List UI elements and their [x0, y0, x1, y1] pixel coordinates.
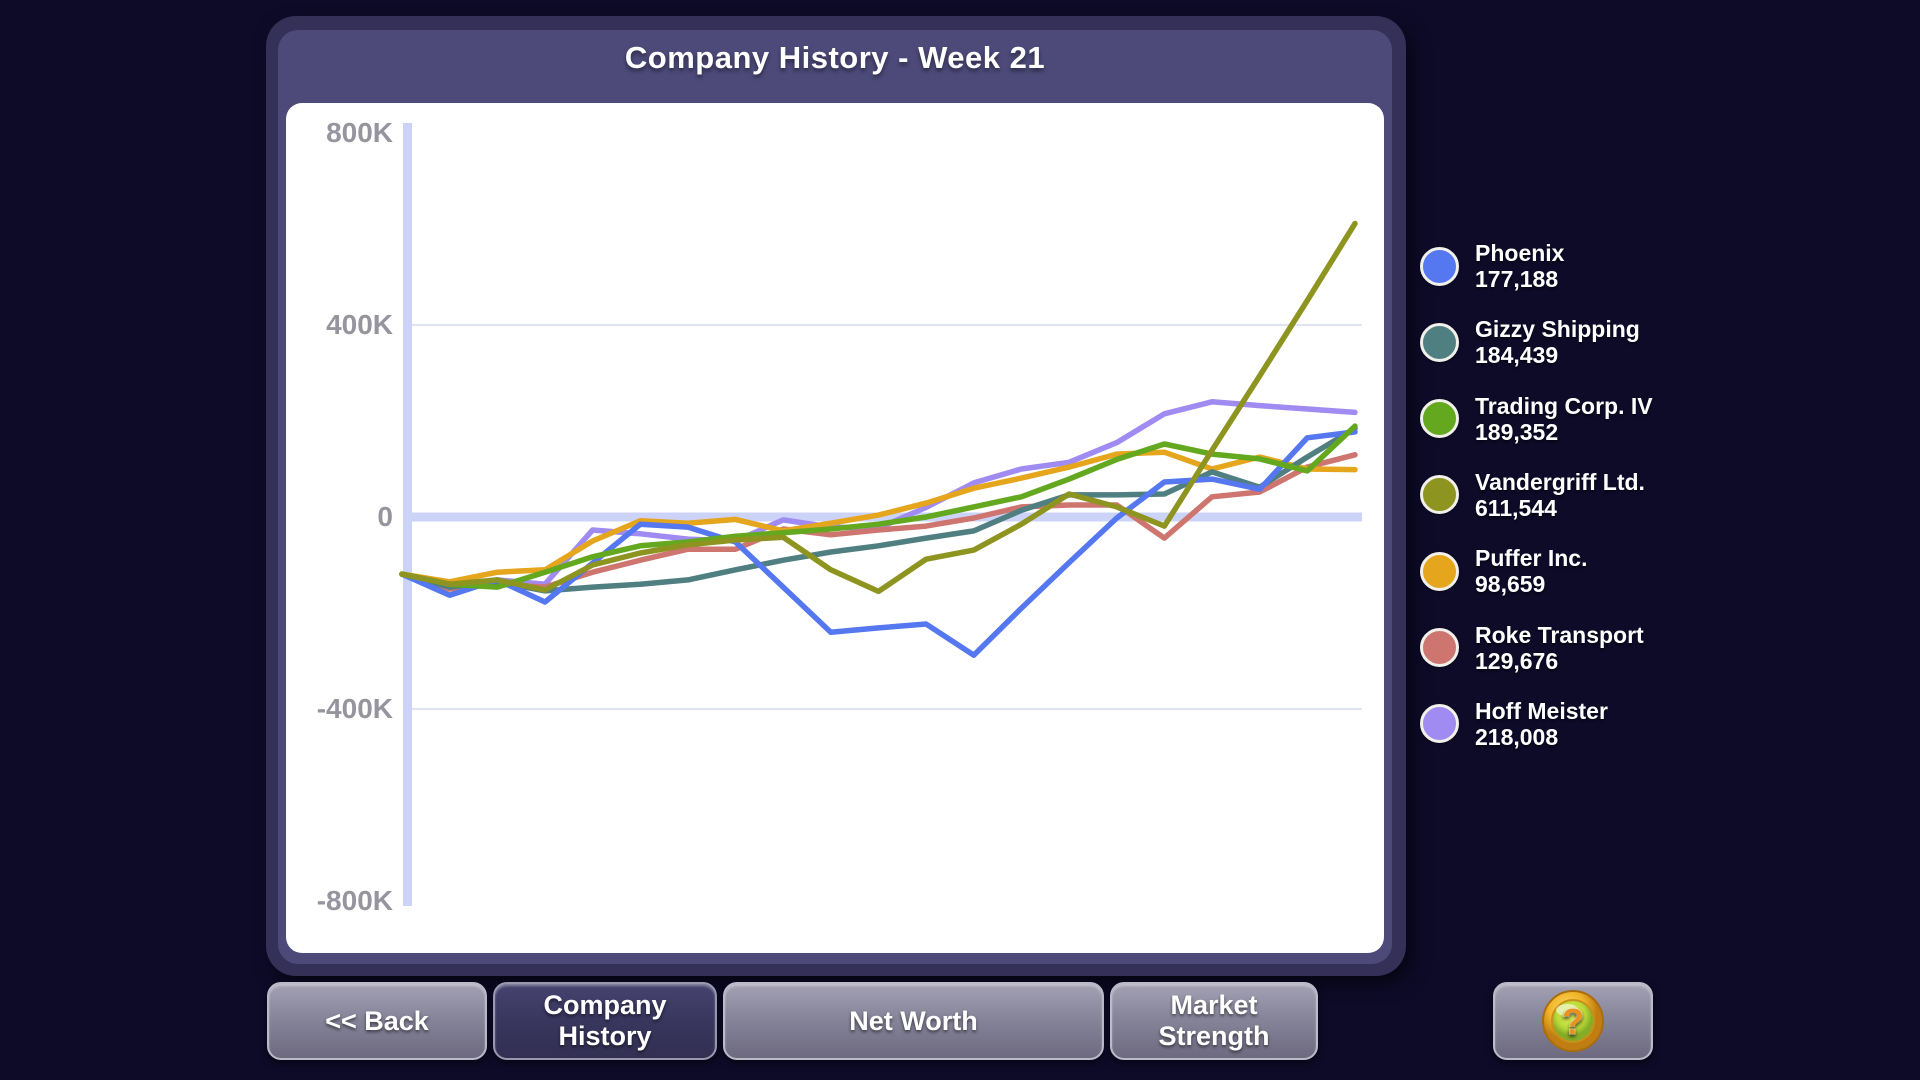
- legend-item-puffer-inc-: Puffer Inc. 98,659: [1420, 545, 1587, 597]
- legend-item-vandergriff-ltd-: Vandergriff Ltd. 611,544: [1420, 469, 1645, 521]
- legend-swatch-icon: [1420, 475, 1459, 515]
- company-history-tab-button[interactable]: Company History: [493, 982, 717, 1060]
- y-axis-tick: 400K: [326, 309, 393, 340]
- legend-company-value: 177,188: [1475, 266, 1559, 292]
- legend-swatch-icon: [1420, 628, 1459, 667]
- y-axis-tick: -400K: [316, 693, 393, 724]
- legend-company-value: 129,676: [1475, 647, 1559, 674]
- y-axis-tick: 0: [377, 501, 393, 532]
- help-button[interactable]: ?: [1493, 982, 1653, 1060]
- legend-item-roke-transport: Roke Transport 129,676: [1420, 622, 1644, 674]
- legend-item-gizzy-shipping: Gizzy Shipping 184,439: [1420, 316, 1640, 368]
- svg-text:?: ?: [1562, 1001, 1584, 1042]
- legend-item-hoff-meister: Hoff Meister 218,008: [1420, 698, 1608, 750]
- legend-company-value: 611,544: [1475, 494, 1557, 521]
- legend-swatch-icon: [1420, 399, 1459, 439]
- legend-company-value: 184,439: [1475, 342, 1559, 369]
- market-strength-tab-button[interactable]: Market Strength: [1110, 982, 1318, 1060]
- legend-company-name: Trading Corp. IV: [1475, 392, 1653, 419]
- legend-company-name: Phoenix: [1475, 240, 1565, 266]
- window-title: Company History - Week 21: [624, 40, 1046, 75]
- legend-company-name: Gizzy Shipping: [1475, 316, 1640, 343]
- legend-item-trading-corp-iv: Trading Corp. IV 189,352: [1420, 393, 1653, 445]
- legend-company-name: Puffer Inc.: [1475, 545, 1588, 572]
- legend-swatch-icon: [1420, 246, 1459, 286]
- back-button[interactable]: << Back: [267, 982, 487, 1060]
- legend-swatch-icon: [1420, 322, 1459, 362]
- y-axis-tick: -800K: [316, 885, 393, 916]
- net-worth-tab-button[interactable]: Net Worth: [723, 982, 1104, 1060]
- legend-company-name: Vandergriff Ltd.: [1475, 468, 1645, 495]
- legend-company-value: 98,659: [1475, 571, 1546, 598]
- chart-card: [286, 103, 1384, 953]
- legend-company-value: 218,008: [1475, 723, 1559, 750]
- legend-swatch-icon: [1420, 704, 1459, 744]
- legend-company-name: Roke Transport: [1475, 621, 1644, 648]
- legend-company-name: Hoff Meister: [1475, 697, 1608, 724]
- legend-item-phoenix: Phoenix 177,188: [1420, 240, 1564, 292]
- legend-swatch-icon: [1420, 551, 1459, 591]
- y-axis-tick: 800K: [326, 117, 393, 148]
- question-coin-icon: ?: [1542, 990, 1604, 1052]
- legend-company-value: 189,352: [1475, 418, 1559, 445]
